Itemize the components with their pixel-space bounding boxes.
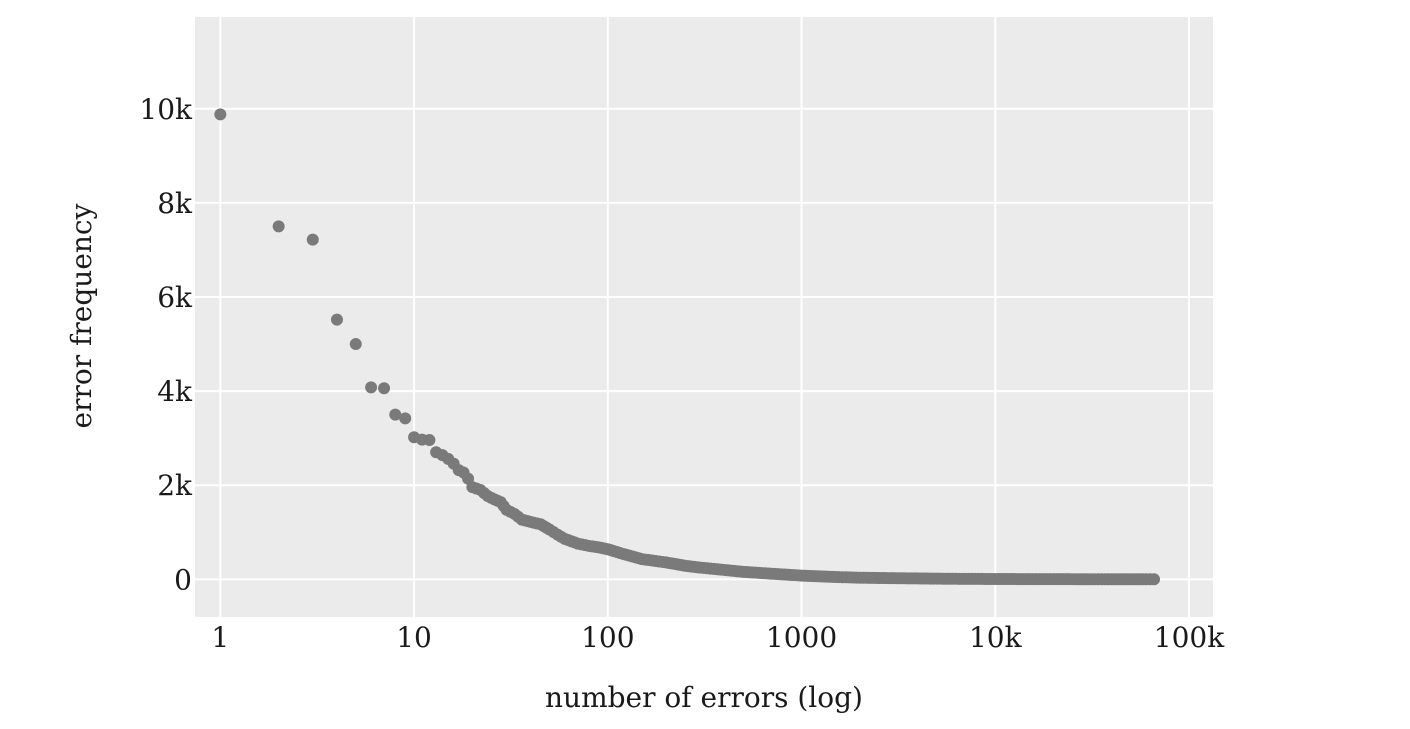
y-tick-label: 6k bbox=[157, 281, 193, 314]
data-point bbox=[389, 408, 402, 421]
x-tick-label: 1000 bbox=[766, 621, 837, 654]
x-tick-labels: 1 10 100 1000 10k 100k bbox=[211, 621, 1225, 654]
x-axis-title: number of errors (log) bbox=[545, 681, 863, 714]
y-axis-title: error frequency bbox=[65, 203, 98, 428]
y-tick-labels: 0 2k 4k 6k 8k 10k bbox=[139, 93, 193, 597]
data-point bbox=[365, 381, 378, 394]
grid-lines bbox=[195, 17, 1213, 617]
x-tick-label: 1 bbox=[211, 621, 229, 654]
data-point bbox=[272, 220, 285, 233]
plot-background bbox=[195, 17, 1213, 617]
data-point bbox=[349, 338, 362, 351]
data-point bbox=[330, 313, 343, 326]
y-tick-label: 4k bbox=[157, 375, 193, 408]
y-tick-label: 10k bbox=[139, 93, 193, 126]
x-tick-label: 10k bbox=[969, 621, 1023, 654]
data-point bbox=[1144, 573, 1157, 586]
y-tick-label: 2k bbox=[157, 469, 193, 502]
data-point bbox=[306, 233, 319, 246]
y-tick-label: 0 bbox=[174, 563, 192, 596]
data-point bbox=[423, 434, 436, 447]
x-tick-label: 10 bbox=[396, 621, 432, 654]
data-point bbox=[378, 382, 391, 395]
y-tick-label: 8k bbox=[157, 187, 193, 220]
x-tick-label: 100 bbox=[581, 621, 634, 654]
data-point bbox=[214, 108, 227, 121]
data-points bbox=[214, 108, 1161, 586]
data-point bbox=[399, 412, 412, 425]
x-tick-label: 100k bbox=[1154, 621, 1225, 654]
